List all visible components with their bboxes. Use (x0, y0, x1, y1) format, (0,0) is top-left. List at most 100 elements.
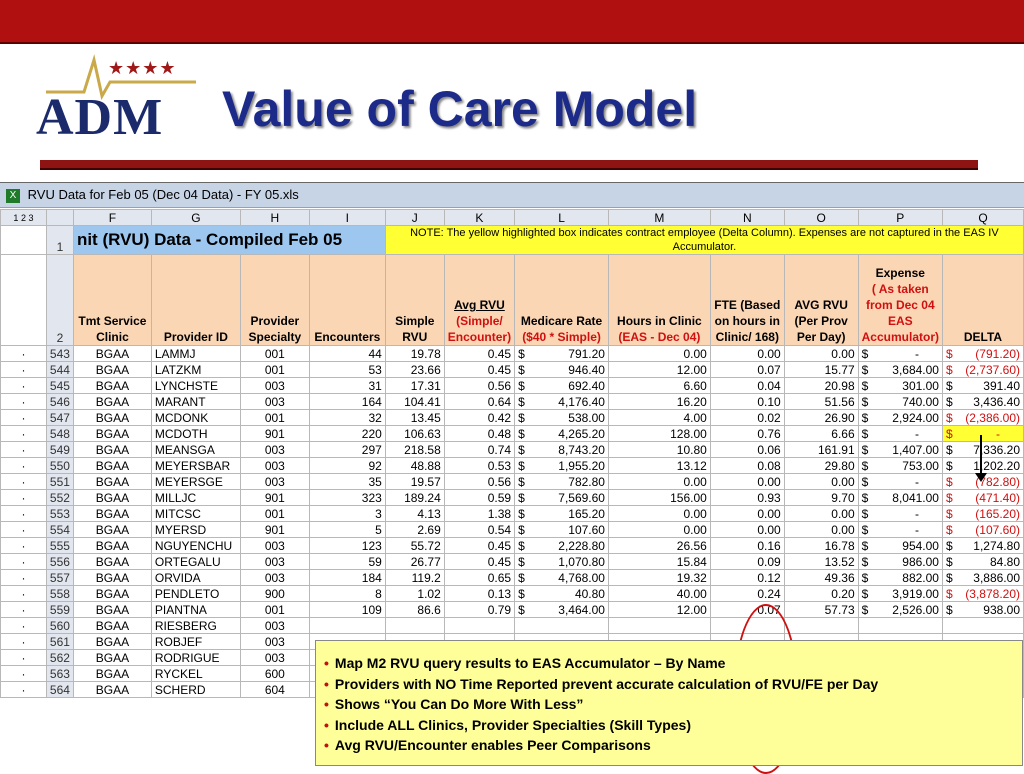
cell-provider-id[interactable]: ORTEGALU (150, 553, 241, 570)
cell-clinic[interactable]: BGAA (72, 489, 152, 506)
header-hours-in-clinic[interactable]: Hours in Clinic (EAS - Dec 04) (607, 254, 711, 346)
cell-specialty[interactable]: 900 (239, 585, 310, 602)
cell-medicare-rate[interactable]: $2,228.80 (514, 537, 609, 554)
cell-delta[interactable]: $ (2,737.60) (941, 361, 1024, 378)
row-header[interactable]: 555 (45, 537, 74, 554)
cell-fte[interactable]: 0.09 (709, 553, 785, 570)
cell-fte[interactable]: 0.08 (709, 457, 785, 474)
outline-bullet[interactable]: · (0, 681, 47, 698)
cell-avg-rvu[interactable]: 0.45 (443, 537, 516, 554)
cell-provider-id[interactable]: MCDONK (150, 409, 241, 426)
cell-provider-id[interactable]: MYERSD (150, 521, 241, 538)
cell-simple-rvu[interactable]: 106.63 (384, 425, 445, 442)
cell-avg-rvu-day[interactable]: 57.73 (783, 601, 859, 618)
cell-avg-rvu-day[interactable]: 15.77 (783, 361, 859, 378)
cell-specialty[interactable]: 003 (239, 569, 310, 586)
cell-medicare-rate[interactable]: $1,955.20 (514, 457, 609, 474)
cell-simple-rvu[interactable]: 218.58 (384, 441, 445, 458)
cell-hours[interactable]: 12.00 (607, 361, 711, 378)
cell-encounters[interactable]: 92 (308, 457, 386, 474)
cell-clinic[interactable]: BGAA (72, 521, 152, 538)
cell-expense[interactable]: $301.00 (857, 377, 943, 394)
row-header[interactable]: 547 (45, 409, 74, 426)
row-header[interactable]: 544 (45, 361, 74, 378)
cell-simple-rvu[interactable]: 19.78 (384, 345, 445, 362)
cell-hours[interactable]: 19.32 (607, 569, 711, 586)
cell-expense[interactable]: $ - (857, 345, 943, 362)
outline-level-1[interactable]: 1 (13, 212, 19, 223)
row-header[interactable]: 561 (45, 633, 74, 650)
cell-clinic[interactable]: BGAA (72, 537, 152, 554)
cell-hours[interactable]: 156.00 (607, 489, 711, 506)
row-header[interactable]: 549 (45, 441, 74, 458)
cell-delta[interactable]: $ - (941, 425, 1024, 442)
row-header[interactable]: 545 (45, 377, 74, 394)
column-header-h[interactable]: H (239, 209, 310, 226)
outline-level-buttons[interactable]: 1 2 3 (0, 209, 47, 226)
cell-simple-rvu[interactable]: 23.66 (384, 361, 445, 378)
cell-avg-rvu-day[interactable]: 0.00 (783, 473, 859, 490)
cell-clinic[interactable]: BGAA (72, 425, 152, 442)
cell-simple-rvu[interactable]: 119.2 (384, 569, 445, 586)
cell-medicare-rate[interactable]: $4,176.40 (514, 393, 609, 410)
cell-simple-rvu[interactable]: 2.69 (384, 521, 445, 538)
cell-fte[interactable]: 0.93 (709, 489, 785, 506)
outline-bullet[interactable]: · (0, 409, 47, 426)
header-provider-specialty[interactable]: Provider Specialty (239, 254, 310, 346)
outline-bullet[interactable]: · (0, 441, 47, 458)
cell-specialty[interactable]: 901 (239, 521, 310, 538)
cell-expense[interactable]: $2,526.00 (857, 601, 943, 618)
column-header-p[interactable]: P (857, 209, 943, 226)
cell-specialty[interactable]: 003 (239, 377, 310, 394)
cell-delta[interactable]: $7,336.20 (941, 441, 1024, 458)
cell-clinic[interactable]: BGAA (72, 361, 152, 378)
cell-simple-rvu[interactable]: 13.45 (384, 409, 445, 426)
cell-hours[interactable]: 15.84 (607, 553, 711, 570)
cell-expense[interactable]: $986.00 (857, 553, 943, 570)
cell-provider-id[interactable]: ORVIDA (150, 569, 241, 586)
cell-encounters[interactable]: 123 (308, 537, 386, 554)
cell-avg-rvu-day[interactable]: 16.78 (783, 537, 859, 554)
cell-simple-rvu[interactable]: 1.02 (384, 585, 445, 602)
cell-specialty[interactable]: 003 (239, 537, 310, 554)
cell-provider-id[interactable]: RIESBERG (150, 617, 241, 634)
cell-hours[interactable]: 6.60 (607, 377, 711, 394)
row-header[interactable]: 560 (45, 617, 74, 634)
cell-specialty[interactable]: 001 (239, 409, 310, 426)
cell-empty[interactable] (607, 617, 711, 634)
column-header-g[interactable]: G (150, 209, 241, 226)
cell-avg-rvu[interactable]: 0.64 (443, 393, 516, 410)
cell-provider-id[interactable]: LATZKM (150, 361, 241, 378)
cell-delta[interactable]: $938.00 (941, 601, 1024, 618)
cell-fte[interactable]: 0.10 (709, 393, 785, 410)
outline-bullet[interactable]: · (0, 425, 47, 442)
column-header-o[interactable]: O (783, 209, 859, 226)
cell-avg-rvu[interactable]: 0.13 (443, 585, 516, 602)
outline-bullet[interactable]: · (0, 393, 47, 410)
cell-simple-rvu[interactable]: 55.72 (384, 537, 445, 554)
sheet-title-cell[interactable]: nit (RVU) Data - Compiled Feb 05 (72, 225, 386, 255)
cell-encounters[interactable]: 44 (308, 345, 386, 362)
cell-medicare-rate[interactable]: $692.40 (514, 377, 609, 394)
header-avg-rvu-per-day[interactable]: AVG RVU (Per Prov Per Day) (783, 254, 859, 346)
cell-expense[interactable]: $753.00 (857, 457, 943, 474)
cell-encounters[interactable]: 323 (308, 489, 386, 506)
outline-bullet[interactable]: · (0, 537, 47, 554)
cell-medicare-rate[interactable]: $40.80 (514, 585, 609, 602)
row-header[interactable]: 550 (45, 457, 74, 474)
cell-avg-rvu-day[interactable]: 29.80 (783, 457, 859, 474)
cell-delta[interactable]: $84.80 (941, 553, 1024, 570)
cell-specialty[interactable]: 003 (239, 633, 310, 650)
cell-encounters[interactable]: 297 (308, 441, 386, 458)
outline-bullet[interactable]: · (0, 457, 47, 474)
cell-fte[interactable]: 0.07 (709, 601, 785, 618)
row-header[interactable]: 563 (45, 665, 74, 682)
cell-fte[interactable]: 0.00 (709, 473, 785, 490)
cell-clinic[interactable]: BGAA (72, 553, 152, 570)
cell-hours[interactable]: 0.00 (607, 473, 711, 490)
cell-expense[interactable]: $740.00 (857, 393, 943, 410)
cell-specialty[interactable]: 003 (239, 441, 310, 458)
outline-bullet[interactable]: · (0, 377, 47, 394)
cell-avg-rvu-day[interactable]: 6.66 (783, 425, 859, 442)
cell-clinic[interactable]: BGAA (72, 393, 152, 410)
